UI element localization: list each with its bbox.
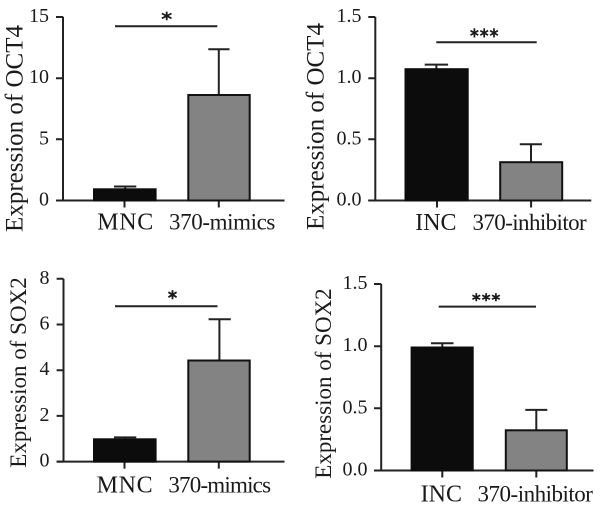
svg-text:5: 5 xyxy=(39,127,49,149)
svg-text:0.0: 0.0 xyxy=(343,459,368,481)
svg-text:8: 8 xyxy=(40,267,50,289)
svg-text:0.5: 0.5 xyxy=(343,396,368,418)
svg-text:370-mimics: 370-mimics xyxy=(168,472,271,497)
svg-text:MNC: MNC xyxy=(97,472,154,498)
svg-text:1.0: 1.0 xyxy=(337,66,362,88)
svg-text:370-inhibitor: 370-inhibitor xyxy=(473,210,588,235)
svg-text:Expression of OCT4: Expression of OCT4 xyxy=(2,25,29,232)
svg-text:370-mimics: 370-mimics xyxy=(169,210,275,235)
svg-text:0.5: 0.5 xyxy=(337,127,362,149)
svg-text:INC: INC xyxy=(421,481,462,507)
svg-text:INC: INC xyxy=(415,210,456,236)
svg-text:6: 6 xyxy=(40,313,50,335)
svg-text:15: 15 xyxy=(29,5,49,27)
svg-text:370-inhibitor: 370-inhibitor xyxy=(478,481,594,506)
svg-text:Expression of SOX2: Expression of SOX2 xyxy=(311,288,336,478)
svg-text:0: 0 xyxy=(40,450,50,472)
svg-text:1.5: 1.5 xyxy=(337,5,362,27)
svg-text:0.0: 0.0 xyxy=(337,189,362,211)
svg-text:0: 0 xyxy=(39,189,49,211)
svg-text:MNC: MNC xyxy=(97,210,154,236)
svg-text:1.0: 1.0 xyxy=(343,334,368,356)
svg-text:2: 2 xyxy=(40,404,50,426)
svg-text:4: 4 xyxy=(40,358,50,380)
svg-text:10: 10 xyxy=(29,66,49,88)
svg-text:1.5: 1.5 xyxy=(343,272,368,294)
svg-text:Expression of SOX2: Expression of SOX2 xyxy=(6,277,31,467)
svg-text:Expression of OCT4: Expression of OCT4 xyxy=(303,23,330,230)
